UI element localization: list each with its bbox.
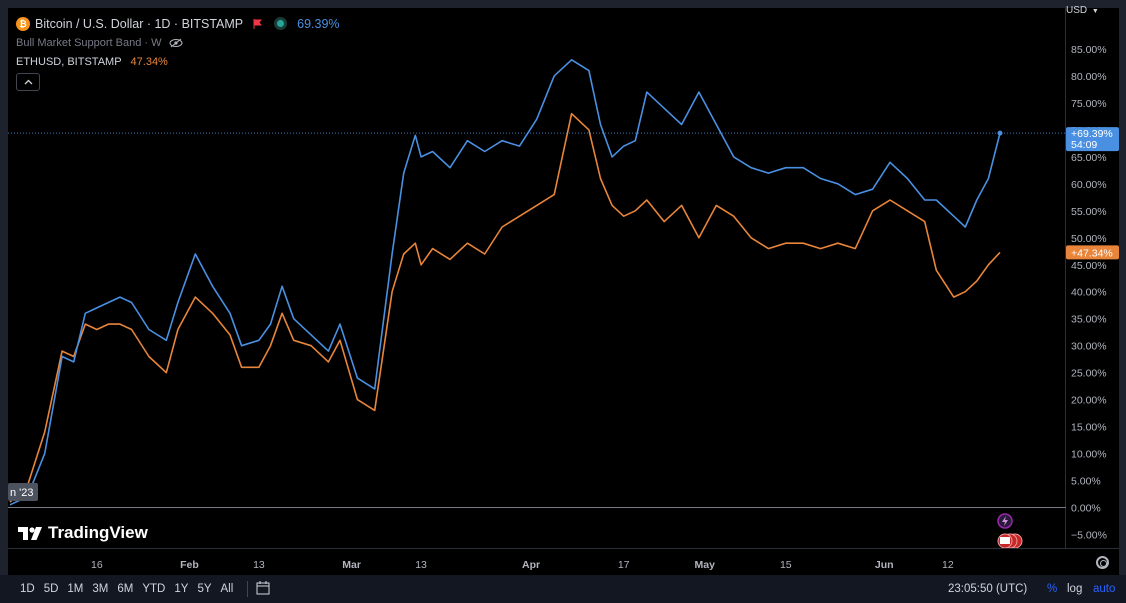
timeframe-button[interactable]: 6M xyxy=(117,583,134,595)
date-badge: n '23 xyxy=(10,487,34,499)
y-tick-label: 25.00% xyxy=(1071,368,1107,380)
btc-price-label: +69.39% xyxy=(1071,128,1113,140)
gear-icon[interactable] xyxy=(1096,556,1109,569)
y-tick-label: 5.00% xyxy=(1071,476,1101,488)
legend-compare-change: 47.34% xyxy=(130,55,168,68)
flag-icon[interactable] xyxy=(253,18,263,29)
time-scale[interactable]: 16 Feb 13 Mar 13 Apr 17 May 15 Jun 12 xyxy=(8,548,1066,575)
y-tick-label: 0.00% xyxy=(1071,503,1101,515)
timeframe-button[interactable]: 5Y xyxy=(197,583,212,595)
btc-last-point xyxy=(997,130,1003,136)
y-tick-label: 15.00% xyxy=(1071,422,1107,434)
chevron-up-icon xyxy=(24,79,32,85)
x-tick-label: Apr xyxy=(522,559,540,571)
time-scale-svg: 16 Feb 13 Mar 13 Apr 17 May 15 Jun 12 xyxy=(91,559,954,571)
currency-label: USD xyxy=(1066,5,1088,16)
x-tick-label: 15 xyxy=(780,559,792,571)
x-tick-label: 12 xyxy=(942,559,954,571)
calendar-glyph xyxy=(256,581,270,595)
y-tick-label: 80.00% xyxy=(1071,71,1107,83)
y-tick-label: 75.00% xyxy=(1071,98,1107,110)
date-badge-bg xyxy=(8,483,38,501)
clock-readout[interactable]: 23:05:50 (UTC) xyxy=(948,583,1028,595)
y-tick-label: 65.00% xyxy=(1071,152,1107,164)
percent-scale-button[interactable]: % xyxy=(1047,583,1058,595)
auto-scale-button[interactable]: auto xyxy=(1093,583,1116,595)
legend-indicator-row[interactable]: Bull Market Support Band · W xyxy=(16,33,340,52)
timeframe-button[interactable]: 5D xyxy=(43,583,59,595)
timeframe-button[interactable]: YTD xyxy=(142,583,166,595)
us-flag-stripes-icon xyxy=(1000,537,1010,544)
y-tick-label: 50.00% xyxy=(1071,233,1107,245)
bitcoin-icon: ₿ xyxy=(16,16,30,31)
timeframe-button[interactable]: 3M xyxy=(92,583,109,595)
plot-svg: n '23 xyxy=(8,58,1066,548)
legend-main-row[interactable]: ₿ Bitcoin / U.S. Dollar · 1D · BITSTAMP … xyxy=(16,14,340,33)
hidden-eye-icon[interactable] xyxy=(169,38,183,48)
y-tick-label: 85.00% xyxy=(1071,44,1107,56)
y-tick-label: 55.00% xyxy=(1071,206,1107,218)
market-status-icon xyxy=(274,17,288,30)
x-tick-label: Mar xyxy=(342,559,361,571)
legend-compare-row[interactable]: ETHUSD, BITSTAMP 47.34% xyxy=(16,52,340,71)
x-tick-label: 17 xyxy=(618,559,630,571)
brand-name: TradingView xyxy=(48,523,148,542)
x-tick-label: May xyxy=(695,559,716,571)
legend-main-symbol: Bitcoin / U.S. Dollar · 1D · BITSTAMP xyxy=(35,16,244,31)
legend-main-change: 69.39% xyxy=(297,16,340,31)
eth-price-label: +47.34% xyxy=(1071,247,1113,259)
lightning-glyph-icon xyxy=(1002,516,1008,526)
y-tick-label: 35.00% xyxy=(1071,314,1107,326)
timeframe-button[interactable]: All xyxy=(220,583,234,595)
timeframe-button[interactable]: 1M xyxy=(67,583,84,595)
x-tick-label: 13 xyxy=(253,559,265,571)
timeframe-button[interactable]: 1Y xyxy=(174,583,189,595)
bottom-toolbar: 1D 5D 1M 3M 6M YTD 1Y 5Y All 23:05:50 (UTC) % lo… xyxy=(0,575,1126,603)
scale-corner xyxy=(1066,548,1119,575)
y-tick-label: 40.00% xyxy=(1071,287,1107,299)
y-tick-label: 20.00% xyxy=(1071,395,1107,407)
y-tick-label: 10.00% xyxy=(1071,449,1107,461)
y-tick-label: 30.00% xyxy=(1071,341,1107,353)
eth-line xyxy=(9,112,1001,503)
chevron-down-icon: ▼ xyxy=(1091,8,1099,15)
eth-price-label-bg xyxy=(1066,245,1119,260)
y-tick-label: 45.00% xyxy=(1071,260,1107,272)
btc-price-label-bg xyxy=(1066,127,1119,152)
currency-selector[interactable]: USD ▼ xyxy=(1066,5,1099,16)
legend: ₿ Bitcoin / U.S. Dollar · 1D · BITSTAMP … xyxy=(16,14,340,91)
timeframe-button[interactable]: 1D xyxy=(20,583,35,595)
tradingview-mark-icon xyxy=(18,526,42,540)
calendar-icon[interactable] xyxy=(247,581,270,597)
plot-area[interactable]: n '23 ₿ Bitcoin / U.S. Dollar · 1D · BIT… xyxy=(8,8,1066,548)
collapse-legend-button[interactable] xyxy=(16,73,40,91)
x-tick-label: Jun xyxy=(875,559,894,571)
price-scale[interactable]: 85.00%80.00%75.00%70.00%65.00%60.00%55.0… xyxy=(1066,8,1119,548)
btc-countdown-label: 54:09 xyxy=(1071,139,1097,151)
tradingview-logo[interactable]: TradingView xyxy=(18,523,148,543)
y-tick-label: −5.00% xyxy=(1071,530,1107,542)
legend-indicator-name: Bull Market Support Band · W xyxy=(16,36,162,49)
log-scale-button[interactable]: log xyxy=(1067,583,1083,595)
x-tick-label: Feb xyxy=(180,559,199,571)
legend-compare-symbol: ETHUSD, BITSTAMP xyxy=(16,55,122,68)
y-tick-label: 60.00% xyxy=(1071,179,1107,191)
x-tick-label: 16 xyxy=(91,559,103,571)
timeframe-list: 1D 5D 1M 3M 6M YTD 1Y 5Y All xyxy=(20,583,233,595)
btc-line xyxy=(9,58,1001,506)
chart-frame: n '23 ₿ Bitcoin / U.S. Dollar · 1D · BIT… xyxy=(8,8,1119,575)
price-scale-svg: 85.00%80.00%75.00%70.00%65.00%60.00%55.0… xyxy=(1066,44,1119,542)
x-tick-label: 13 xyxy=(415,559,427,571)
